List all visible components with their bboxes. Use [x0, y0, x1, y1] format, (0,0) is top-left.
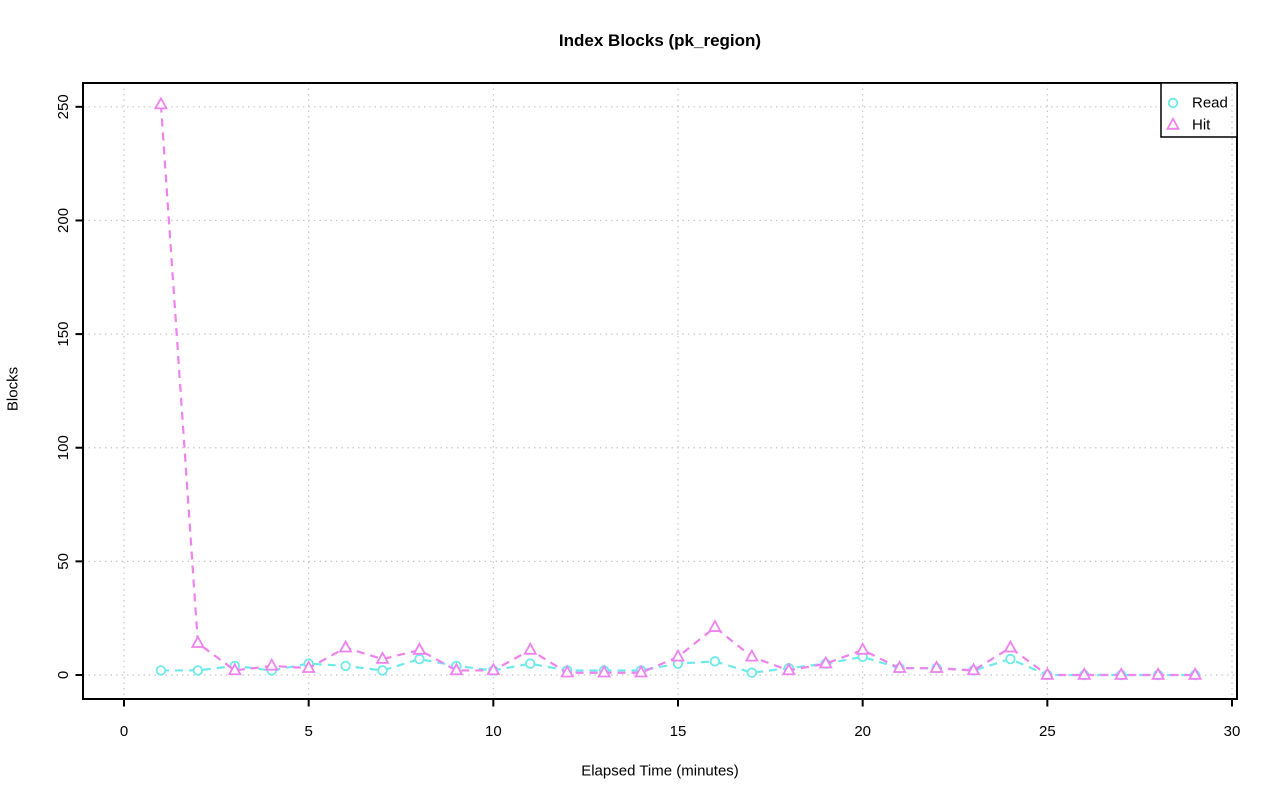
data-point-triangle-hit: [560, 664, 575, 678]
y-tick-label: 250: [55, 94, 72, 119]
x-axis-label: Elapsed Time (minutes): [581, 762, 739, 780]
y-tick-label: 100: [55, 435, 72, 460]
legend-label-read: Read: [1192, 94, 1228, 112]
x-tick-label: 20: [854, 723, 871, 740]
data-point-circle-read: [709, 656, 721, 667]
data-point-circle-read: [377, 665, 388, 676]
y-tick-label: 150: [55, 322, 72, 347]
data-point-triangle-hit: [892, 660, 907, 673]
data-point-triangle-hit: [1003, 639, 1018, 653]
data-point-triangle-hit: [597, 664, 612, 678]
data-point-triangle-hit: [744, 648, 759, 662]
data-point-triangle-hit: [855, 641, 870, 655]
data-point-triangle-hit: [301, 660, 316, 673]
data-point-triangle-hit: [707, 619, 722, 632]
data-point-triangle-hit: [1040, 666, 1055, 680]
data-point-triangle-hit: [338, 639, 353, 653]
legend-hit-triangle-icon: [1165, 116, 1181, 130]
data-point-circle-read: [1005, 653, 1016, 665]
y-tick-label: 50: [55, 553, 72, 570]
data-point-circle-read: [525, 658, 536, 669]
data-point-triangle-hit: [227, 662, 242, 676]
data-point-triangle-hit: [1188, 666, 1203, 680]
data-point-triangle-hit: [670, 648, 686, 662]
plot-border: [82, 82, 1238, 700]
x-tick-label: 25: [1039, 723, 1056, 740]
data-point-triangle-hit: [781, 662, 796, 676]
legend-label-hit: Hit: [1192, 116, 1211, 134]
data-point-circle-read: [192, 665, 204, 676]
data-point-triangle-hit: [634, 664, 649, 678]
y-tick-label: 0: [55, 671, 72, 679]
x-tick-label: 5: [304, 723, 312, 740]
data-point-triangle-hit: [1077, 666, 1092, 680]
data-point-circle-read: [414, 653, 425, 665]
data-point-triangle-hit: [412, 641, 427, 655]
x-tick-label: 0: [120, 723, 128, 740]
data-point-triangle-hit: [966, 662, 981, 676]
data-point-triangle-hit: [1114, 666, 1129, 680]
data-point-triangle-hit: [449, 662, 464, 676]
y-axis-label: Blocks: [4, 366, 22, 412]
legend-read-circle-icon: [1167, 97, 1179, 109]
data-point-triangle-hit: [264, 657, 279, 671]
y-tick-label: 200: [55, 208, 72, 233]
data-point-triangle-hit: [486, 662, 501, 676]
data-point-triangle-hit: [929, 660, 944, 673]
data-point-triangle-hit: [523, 641, 538, 655]
data-point-triangle-hit: [1151, 666, 1166, 680]
data-point-circle-read: [340, 660, 351, 672]
data-point-circle-read: [155, 665, 167, 676]
x-tick-label: 10: [485, 723, 502, 740]
data-point-circle-read: [746, 667, 758, 678]
data-point-triangle-hit: [153, 96, 168, 110]
x-tick-label: 30: [1224, 723, 1241, 740]
x-tick-label: 15: [670, 723, 687, 740]
data-point-triangle-hit: [375, 651, 390, 664]
chart-title: Index Blocks (pk_region): [558, 31, 762, 50]
data-point-triangle-hit: [818, 655, 833, 669]
data-point-triangle-hit: [190, 635, 205, 648]
